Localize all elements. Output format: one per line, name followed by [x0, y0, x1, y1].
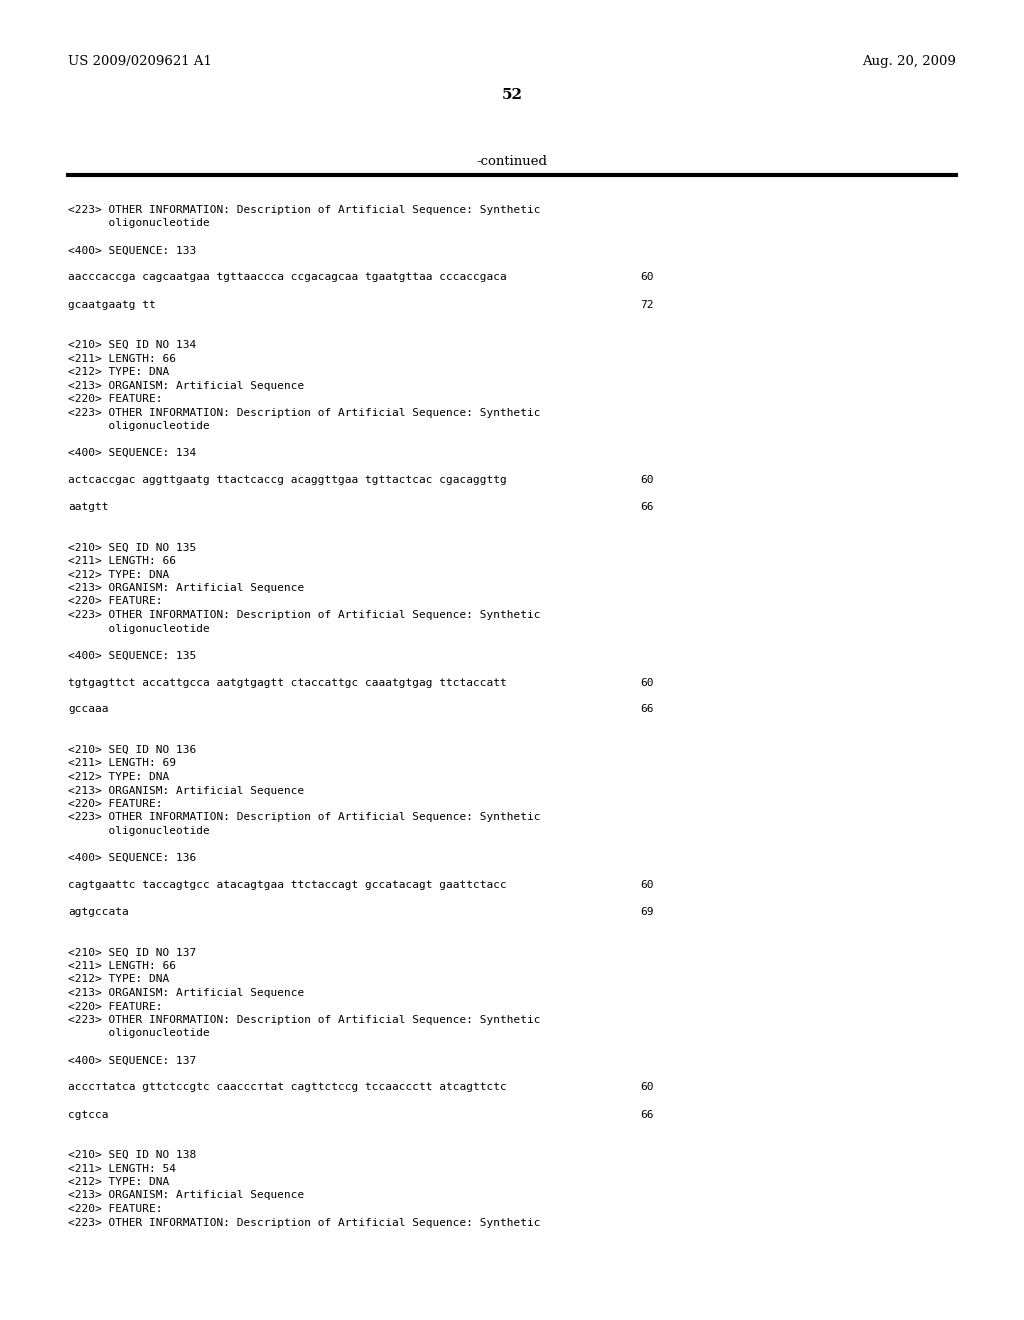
Text: <400> SEQUENCE: 135: <400> SEQUENCE: 135	[68, 651, 197, 660]
Text: <400> SEQUENCE: 136: <400> SEQUENCE: 136	[68, 853, 197, 863]
Text: aatgtt: aatgtt	[68, 502, 109, 512]
Text: <220> FEATURE:: <220> FEATURE:	[68, 799, 163, 809]
Text: <212> TYPE: DNA: <212> TYPE: DNA	[68, 569, 169, 579]
Text: 60: 60	[640, 1082, 653, 1093]
Text: 69: 69	[640, 907, 653, 917]
Text: aacccaccga cagcaatgaa tgttaaccca ccgacagcaa tgaatgttaa cccaccgaca: aacccaccga cagcaatgaa tgttaaccca ccgacag…	[68, 272, 507, 282]
Text: gcaatgaatg tt: gcaatgaatg tt	[68, 300, 156, 309]
Text: acccтtatca gttctccgtc caacccтtat cagttctccg tccaaccctt atcagttctc: acccтtatca gttctccgtc caacccтtat cagttct…	[68, 1082, 507, 1093]
Text: <400> SEQUENCE: 133: <400> SEQUENCE: 133	[68, 246, 197, 256]
Text: 60: 60	[640, 475, 653, 484]
Text: <220> FEATURE:: <220> FEATURE:	[68, 1204, 163, 1214]
Text: <213> ORGANISM: Artificial Sequence: <213> ORGANISM: Artificial Sequence	[68, 583, 304, 593]
Text: <223> OTHER INFORMATION: Description of Artificial Sequence: Synthetic: <223> OTHER INFORMATION: Description of …	[68, 205, 541, 215]
Text: 66: 66	[640, 502, 653, 512]
Text: <211> LENGTH: 66: <211> LENGTH: 66	[68, 354, 176, 363]
Text: <223> OTHER INFORMATION: Description of Artificial Sequence: Synthetic: <223> OTHER INFORMATION: Description of …	[68, 408, 541, 417]
Text: <213> ORGANISM: Artificial Sequence: <213> ORGANISM: Artificial Sequence	[68, 987, 304, 998]
Text: cagtgaattc taccagtgcc atacagtgaa ttctaccagt gccatacagt gaattctacc: cagtgaattc taccagtgcc atacagtgaa ttctacc…	[68, 880, 507, 890]
Text: oligonucleotide: oligonucleotide	[68, 826, 210, 836]
Text: <223> OTHER INFORMATION: Description of Artificial Sequence: Synthetic: <223> OTHER INFORMATION: Description of …	[68, 813, 541, 822]
Text: 72: 72	[640, 300, 653, 309]
Text: agtgccata: agtgccata	[68, 907, 129, 917]
Text: 52: 52	[502, 88, 522, 102]
Text: <211> LENGTH: 66: <211> LENGTH: 66	[68, 556, 176, 566]
Text: <400> SEQUENCE: 134: <400> SEQUENCE: 134	[68, 447, 197, 458]
Text: <213> ORGANISM: Artificial Sequence: <213> ORGANISM: Artificial Sequence	[68, 785, 304, 796]
Text: <213> ORGANISM: Artificial Sequence: <213> ORGANISM: Artificial Sequence	[68, 1191, 304, 1200]
Text: <223> OTHER INFORMATION: Description of Artificial Sequence: Synthetic: <223> OTHER INFORMATION: Description of …	[68, 1015, 541, 1026]
Text: 60: 60	[640, 677, 653, 688]
Text: <211> LENGTH: 54: <211> LENGTH: 54	[68, 1163, 176, 1173]
Text: gccaaa: gccaaa	[68, 705, 109, 714]
Text: <220> FEATURE:: <220> FEATURE:	[68, 393, 163, 404]
Text: oligonucleotide: oligonucleotide	[68, 623, 210, 634]
Text: oligonucleotide: oligonucleotide	[68, 421, 210, 432]
Text: 60: 60	[640, 272, 653, 282]
Text: cgtcca: cgtcca	[68, 1110, 109, 1119]
Text: actcaccgac aggttgaatg ttactcaccg acaggttgaa tgttactcac cgacaggttg: actcaccgac aggttgaatg ttactcaccg acaggtt…	[68, 475, 507, 484]
Text: -continued: -continued	[476, 154, 548, 168]
Text: <223> OTHER INFORMATION: Description of Artificial Sequence: Synthetic: <223> OTHER INFORMATION: Description of …	[68, 610, 541, 620]
Text: <400> SEQUENCE: 137: <400> SEQUENCE: 137	[68, 1056, 197, 1065]
Text: oligonucleotide: oligonucleotide	[68, 219, 210, 228]
Text: Aug. 20, 2009: Aug. 20, 2009	[862, 55, 956, 69]
Text: <211> LENGTH: 66: <211> LENGTH: 66	[68, 961, 176, 972]
Text: <212> TYPE: DNA: <212> TYPE: DNA	[68, 772, 169, 781]
Text: 66: 66	[640, 1110, 653, 1119]
Text: <212> TYPE: DNA: <212> TYPE: DNA	[68, 974, 169, 985]
Text: <210> SEQ ID NO 135: <210> SEQ ID NO 135	[68, 543, 197, 553]
Text: <210> SEQ ID NO 137: <210> SEQ ID NO 137	[68, 948, 197, 957]
Text: <220> FEATURE:: <220> FEATURE:	[68, 597, 163, 606]
Text: <211> LENGTH: 69: <211> LENGTH: 69	[68, 759, 176, 768]
Text: <220> FEATURE:: <220> FEATURE:	[68, 1002, 163, 1011]
Text: <223> OTHER INFORMATION: Description of Artificial Sequence: Synthetic: <223> OTHER INFORMATION: Description of …	[68, 1217, 541, 1228]
Text: <210> SEQ ID NO 134: <210> SEQ ID NO 134	[68, 341, 197, 350]
Text: 66: 66	[640, 705, 653, 714]
Text: <210> SEQ ID NO 136: <210> SEQ ID NO 136	[68, 744, 197, 755]
Text: <212> TYPE: DNA: <212> TYPE: DNA	[68, 1177, 169, 1187]
Text: <213> ORGANISM: Artificial Sequence: <213> ORGANISM: Artificial Sequence	[68, 380, 304, 391]
Text: tgtgagttct accattgcca aatgtgagtt ctaccattgc caaatgtgag ttctaccatt: tgtgagttct accattgcca aatgtgagtt ctaccat…	[68, 677, 507, 688]
Text: <210> SEQ ID NO 138: <210> SEQ ID NO 138	[68, 1150, 197, 1160]
Text: 60: 60	[640, 880, 653, 890]
Text: <212> TYPE: DNA: <212> TYPE: DNA	[68, 367, 169, 378]
Text: oligonucleotide: oligonucleotide	[68, 1028, 210, 1039]
Text: US 2009/0209621 A1: US 2009/0209621 A1	[68, 55, 212, 69]
